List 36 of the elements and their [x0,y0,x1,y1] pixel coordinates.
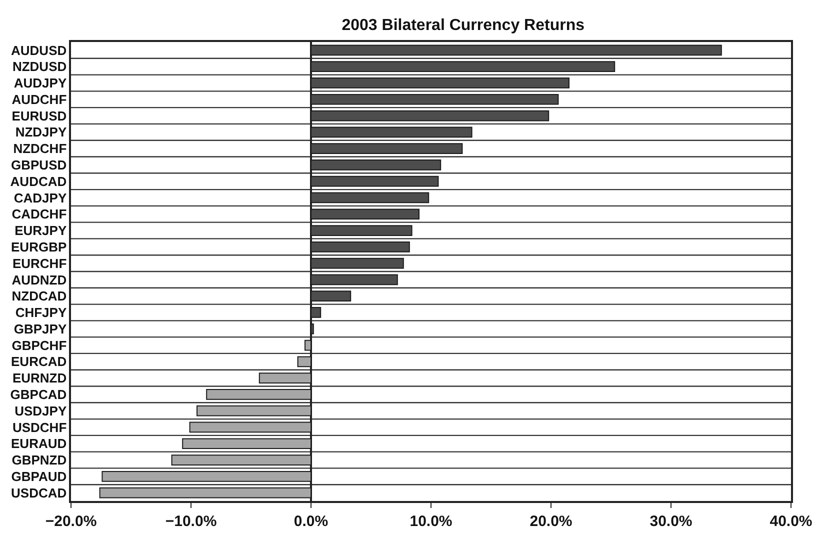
chart-title: 2003 Bilateral Currency Returns [342,17,585,34]
y-tick-label: EURAUD [11,436,67,452]
y-tick-label: EURUSD [12,108,67,124]
y-tick-label: EURGBP [11,239,67,254]
y-tick-label: USDCAD [11,485,67,500]
y-tick-label: AUDNZD [12,272,67,288]
y-tick-label: USDCHF [12,420,67,435]
x-tick-label: 20.0% [530,512,572,530]
y-tick-label: AUDCHF [12,92,67,107]
y-tick-label: EURJPY [14,223,67,238]
y-tick-label: EURNZD [12,370,67,386]
y-tick-label: EURCHF [12,256,67,271]
y-tick-label: GBPCHF [12,338,67,353]
y-tick-label: CADJPY [14,190,67,206]
x-tick-label: 0.0% [294,512,328,530]
y-tick-label: AUDUSD [11,42,67,58]
y-tick-label: NZDCHF [13,141,67,156]
y-tick-label: CHFJPY [15,305,67,320]
y-tick-label: AUDCAD [10,174,67,189]
y-tick-label: EURCAD [11,354,67,370]
x-tick-label: 10.0% [410,512,452,530]
y-tick-label: GBPJPY [14,321,67,336]
y-tick-label: GBPCAD [10,387,67,402]
y-tick-label: CADCHF [12,206,67,222]
x-tick-label: 40.0% [770,512,812,530]
y-tick-label: NZDJPY [15,124,67,140]
x-tick-label: 30.0% [650,512,692,530]
y-tick-label: NZDUSD [12,59,67,74]
y-tick-label: USDJPY [14,403,67,418]
y-tick-label: NZDCAD [12,288,67,304]
y-tick-label: AUDJPY [14,76,67,91]
x-tick-label: −20.0% [45,512,97,530]
y-tick-label: GBPAUD [11,468,67,484]
y-tick-label: GBPUSD [11,158,67,172]
y-tick-label: GBPNZD [12,452,67,468]
x-tick-label: −10.0% [165,512,217,530]
